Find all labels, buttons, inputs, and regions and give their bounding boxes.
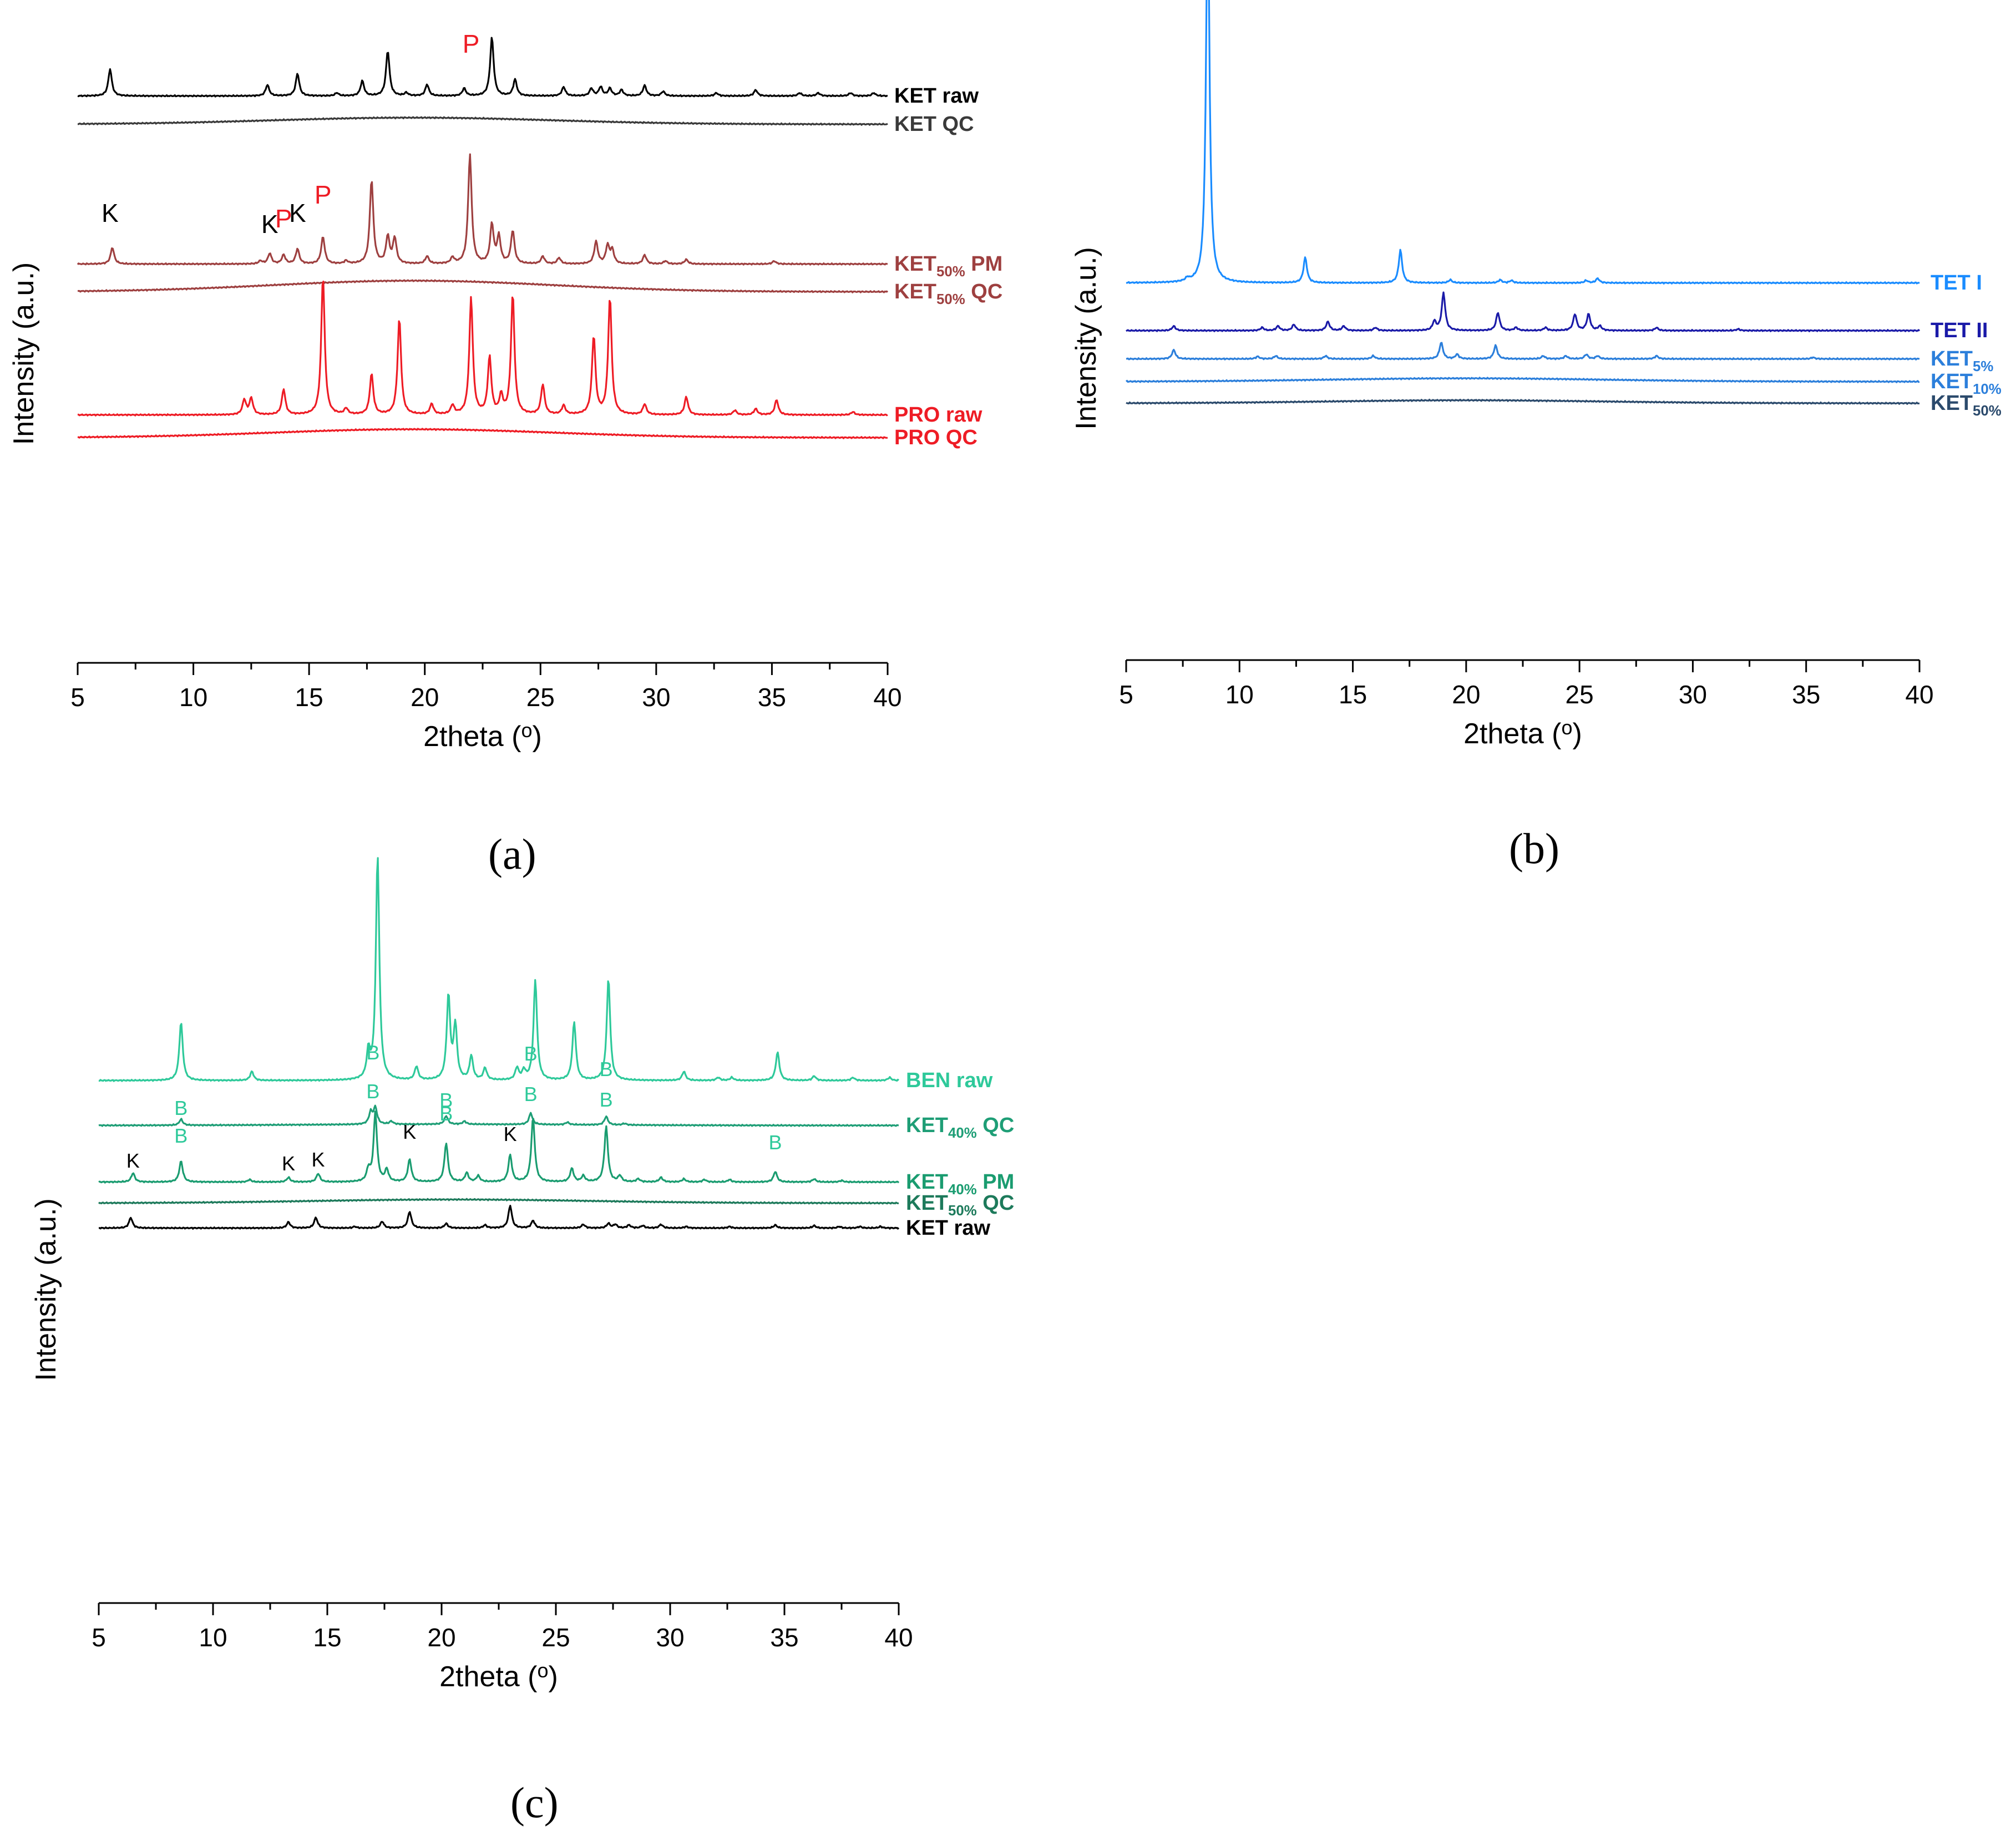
- peak-annotation-a-4: P: [315, 180, 332, 209]
- series-line-b-tet-i: [1126, 0, 1920, 285]
- series-label-a-ket50pct-qc: KET50% QC: [894, 280, 1002, 307]
- peak-annotation-c-10: K: [504, 1123, 517, 1145]
- peak-annotation-c-15: B: [769, 1131, 782, 1154]
- series-line-c-ket50pct-qc: [98, 1198, 899, 1205]
- series-label-b-ket50pct: KET50%: [1931, 392, 2002, 419]
- peak-annotation-c-2: B: [174, 1097, 188, 1119]
- series-label-b-tet-ii: TET II: [1931, 319, 1988, 342]
- peak-annotation-c-8: B: [439, 1089, 453, 1112]
- series-label-a-ket-qc: KET QC: [894, 113, 974, 136]
- peak-annotation-c-0: K: [126, 1149, 140, 1172]
- peak-annotation-a-2: P: [275, 204, 292, 233]
- x-axis-label-b: 2theta (o): [1463, 716, 1582, 750]
- series-label-a-ket50pct-pm: KET50% PM: [894, 252, 1002, 280]
- peak-annotation-a-1: K: [261, 210, 278, 239]
- peak-annotation-c-5: B: [366, 1080, 379, 1103]
- series-label-a-ket-raw: KET raw: [894, 84, 979, 108]
- x-tick-label-b-35: 35: [1792, 680, 1820, 709]
- x-tick-label-a-40: 40: [873, 683, 901, 712]
- y-axis-label-c: Intensity (a.u.): [30, 1198, 62, 1381]
- x-tick-label-a-35: 35: [758, 683, 786, 712]
- x-tick-label-b-25: 25: [1566, 680, 1594, 709]
- x-axis-label-c: 2theta (o): [439, 1659, 558, 1693]
- peak-annotation-c-14: B: [600, 1058, 613, 1081]
- series-line-a-pro-qc: [77, 428, 888, 439]
- series-line-b-ket5pct: [1126, 342, 1920, 361]
- peak-annotation-a-5: P: [463, 29, 480, 58]
- panel-label-c: (c): [510, 1778, 559, 1827]
- series-line-a-ket-qc: [77, 116, 888, 126]
- series-label-c-ben-raw: BEN raw: [906, 1069, 993, 1092]
- x-tick-label-c-25: 25: [541, 1623, 570, 1652]
- series-line-a-ket50pct-qc: [77, 279, 889, 293]
- panel-label-b: (b): [1509, 824, 1559, 873]
- x-axis-label-a: 2theta (o): [423, 719, 542, 753]
- x-tick-label-c-35: 35: [770, 1623, 798, 1652]
- x-tick-label-b-40: 40: [1905, 680, 1933, 709]
- peak-annotation-a-3: K: [289, 199, 306, 227]
- series-line-b-ket50pct: [1126, 398, 1920, 405]
- peak-annotation-c-1: B: [174, 1124, 188, 1147]
- peak-annotation-c-12: B: [524, 1042, 538, 1065]
- x-tick-label-c-20: 20: [427, 1623, 455, 1652]
- series-line-b-ket10pct: [1125, 377, 1920, 383]
- series-line-a-pro-raw: [77, 280, 888, 417]
- x-tick-label-b-30: 30: [1679, 680, 1707, 709]
- series-label-c-ket40pct-qc: KET40% QC: [906, 1114, 1014, 1141]
- peak-annotation-a-0: K: [102, 199, 119, 227]
- x-tick-label-b-10: 10: [1225, 680, 1254, 709]
- x-tick-label-a-10: 10: [179, 683, 207, 712]
- y-axis-label-b: Intensity (a.u.): [1070, 247, 1102, 429]
- x-tick-label-b-20: 20: [1452, 680, 1480, 709]
- series-line-a-ket50pct-pm: [77, 153, 888, 266]
- series-label-c-ket-raw: KET raw: [906, 1216, 990, 1240]
- panel-label-a: (a): [488, 830, 536, 878]
- x-tick-label-c-30: 30: [656, 1623, 684, 1652]
- series-line-a-ket-raw: [77, 37, 888, 98]
- peak-annotation-c-4: K: [312, 1148, 325, 1171]
- series-label-a-pro-raw: PRO raw: [894, 403, 982, 427]
- peak-annotation-c-9: B: [439, 1102, 453, 1125]
- peak-annotation-c-6: B: [366, 1041, 379, 1064]
- panel-b-chart: TET I TET II KET5%KET10%KET50% 5 10 15 20 25 30 3…: [1070, 0, 2002, 750]
- series-label-c-ket40pct-pm: KET40% PM: [906, 1170, 1014, 1198]
- x-tick-label-c-5: 5: [92, 1623, 106, 1652]
- x-tick-label-c-40: 40: [884, 1623, 913, 1652]
- series-label-b-tet-i: TET I: [1931, 271, 1982, 295]
- peak-annotation-c-7: K: [403, 1120, 416, 1143]
- series-label-c-ket50pct-qc: KET50% QC: [906, 1191, 1014, 1219]
- series-line-c-ket-raw: [99, 1205, 900, 1230]
- peak-annotation-c-13: B: [600, 1088, 613, 1111]
- x-tick-label-a-30: 30: [642, 683, 670, 712]
- series-label-b-ket5pct: KET5%: [1931, 347, 1993, 374]
- series-line-c-ben-raw: [98, 857, 899, 1082]
- y-axis-label-a: Intensity (a.u.): [8, 262, 40, 445]
- peak-annotation-c-3: K: [282, 1152, 295, 1175]
- peak-annotation-c-11: B: [524, 1083, 538, 1105]
- x-tick-label-a-5: 5: [70, 683, 85, 712]
- series-line-b-tet-ii: [1126, 291, 1921, 332]
- x-tick-label-c-15: 15: [313, 1623, 341, 1652]
- series-line-c-ket40pct-qc: [98, 1104, 899, 1127]
- x-tick-label-a-25: 25: [526, 683, 555, 712]
- x-tick-label-b-15: 15: [1339, 680, 1367, 709]
- x-tick-label-a-20: 20: [411, 683, 439, 712]
- series-label-a-pro-qc: PRO QC: [894, 426, 977, 449]
- x-tick-label-c-10: 10: [199, 1623, 227, 1652]
- series-line-c-ket40pct-pm: [98, 1110, 900, 1184]
- x-tick-label-b-5: 5: [1119, 680, 1133, 709]
- series-label-b-ket10pct: KET10%: [1931, 370, 2002, 397]
- x-tick-label-a-15: 15: [295, 683, 323, 712]
